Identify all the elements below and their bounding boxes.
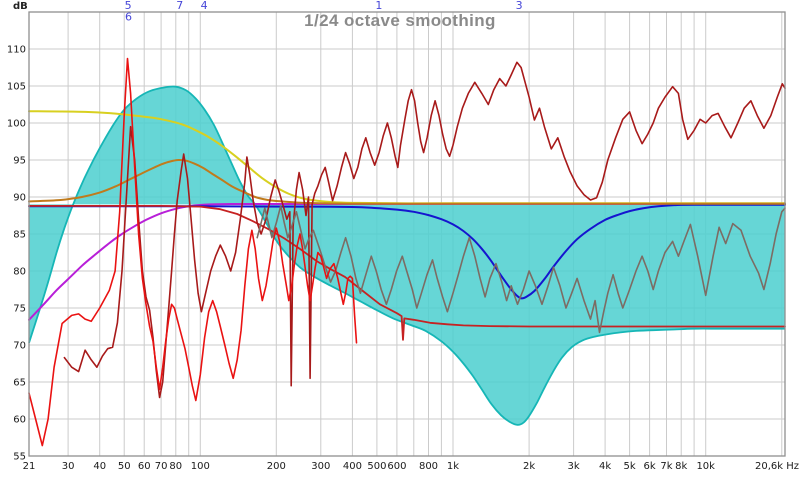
x-tick-label: 50: [118, 461, 131, 472]
x-tick-label: 7k: [660, 461, 672, 472]
x-tick-label: 8k: [675, 461, 687, 472]
x-tick-label: 5k: [624, 461, 636, 472]
y-tick-label: 105: [7, 82, 26, 93]
x-tick-label: 3k: [568, 461, 580, 472]
x-tick-label: 600: [387, 461, 406, 472]
y-tick-label: 90: [13, 193, 26, 204]
y-axis-unit-label: dB: [13, 1, 28, 12]
y-tick-label: 80: [13, 267, 26, 278]
x-tick-label: 2k: [523, 461, 535, 472]
y-tick-label: 85: [13, 230, 26, 241]
eq-filter-shape-fill: [29, 86, 785, 425]
x-tick-label: 10k: [696, 461, 715, 472]
x-tick-labels: 21 30 40 50 60 70 80 100 200 300 400 500 600 800 1k 2k 3…: [23, 461, 799, 472]
x-tick-label: 30: [62, 461, 75, 472]
y-tick-label: 60: [13, 415, 26, 426]
y-tick-label: 70: [13, 341, 26, 352]
x-tick-label: 400: [343, 461, 362, 472]
x-tick-label: 6k: [644, 461, 656, 472]
x-tick-label: 200: [267, 461, 286, 472]
series-eq-filter-blue: [28, 203, 786, 300]
x-tick-label: 20,6k Hz: [755, 461, 799, 472]
y-tick-label: 110: [7, 45, 26, 56]
x-tick-label: 100: [191, 461, 210, 472]
y-tick-label: 55: [13, 452, 26, 463]
y-tick-label: 75: [13, 304, 26, 315]
y-tick-label: 95: [13, 156, 26, 167]
filter-marker-3: 3: [516, 0, 523, 12]
series-measured-main-dark-red: [63, 61, 786, 399]
x-tick-label: 60: [138, 461, 151, 472]
x-tick-label: 500: [367, 461, 386, 472]
series-eq-target-orange: [28, 158, 786, 205]
x-tick-label: 800: [419, 461, 438, 472]
x-tick-label: 21: [23, 461, 36, 472]
series-measured-sub-red: [28, 57, 358, 447]
y-tick-label: 65: [13, 378, 26, 389]
y-tick-labels: 110 105 100 95 90 85 80 75 70 65 60 55: [7, 45, 26, 463]
y-tick-label: 100: [7, 119, 26, 130]
x-tick-label: 80: [169, 461, 182, 472]
x-tick-label: 300: [311, 461, 330, 472]
x-tick-label: 1k: [447, 461, 459, 472]
filter-marker-6: 6: [125, 11, 132, 24]
plot-border: [28, 11, 786, 457]
filter-marker-7: 7: [176, 0, 183, 12]
x-tick-label: 40: [93, 461, 106, 472]
eq-filter-shape-edge: [28, 85, 785, 426]
series-target-house-curve-red: [28, 205, 786, 341]
series-predicted-response-gray: [256, 205, 786, 334]
x-tick-label: 4k: [599, 461, 611, 472]
filter-markers: 56 7 4 1 3: [125, 0, 523, 24]
filter-marker-4: 4: [201, 0, 208, 12]
filter-marker-5: 5: [125, 0, 132, 12]
filter-marker-1: 1: [375, 0, 382, 12]
x-tick-label: 70: [155, 461, 168, 472]
